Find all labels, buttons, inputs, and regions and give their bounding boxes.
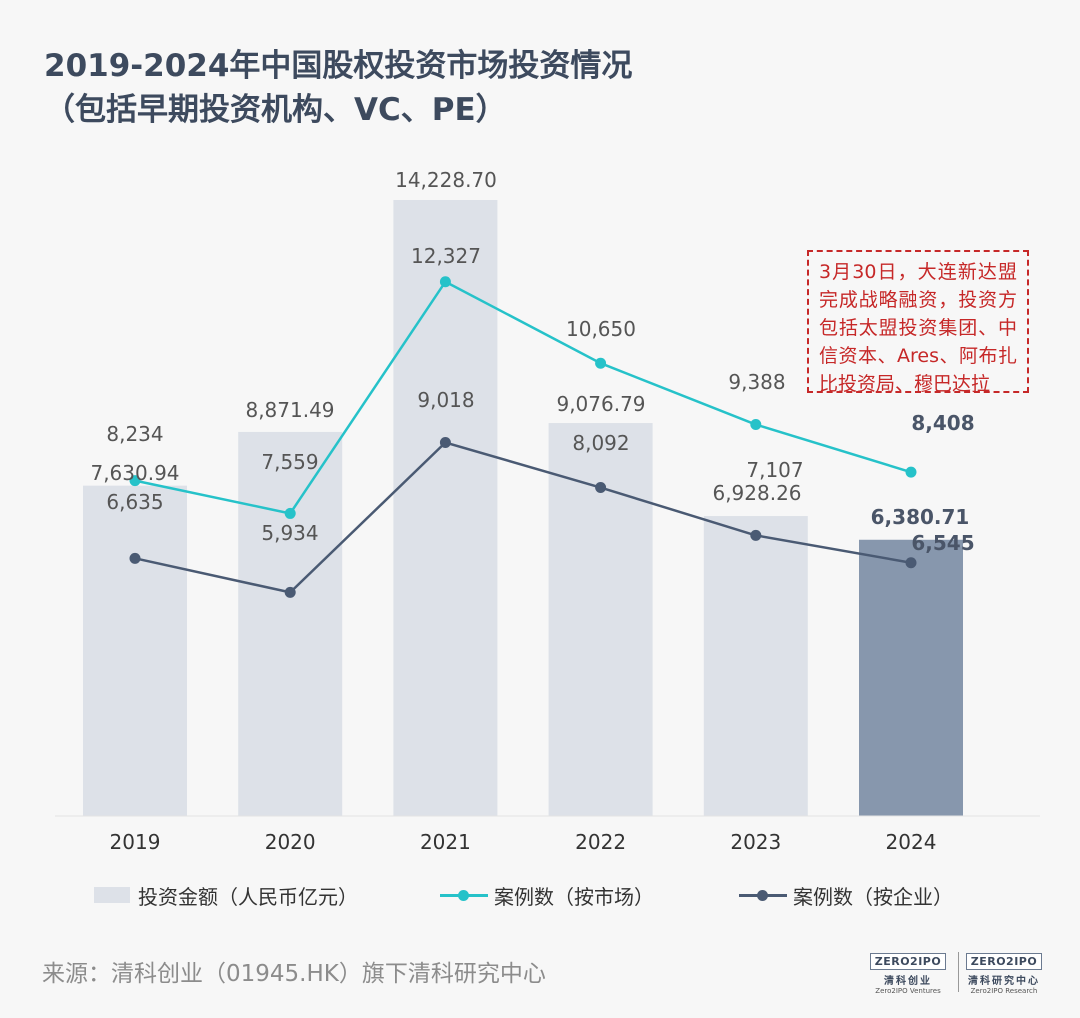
logo-divider bbox=[958, 952, 959, 992]
bar-2021 bbox=[393, 200, 498, 816]
bar-value-label-2019: 7,630.94 bbox=[90, 461, 179, 485]
company-value-label-2024: 6,545 bbox=[911, 531, 974, 555]
market-value-label-2020: 7,559 bbox=[261, 450, 318, 474]
market-value-label-2023: 9,388 bbox=[728, 370, 785, 394]
market-value-label-2019: 8,234 bbox=[106, 422, 163, 446]
bar-2023 bbox=[703, 516, 808, 816]
bar-2019 bbox=[83, 485, 187, 816]
company-value-label-2020: 5,934 bbox=[261, 521, 318, 545]
bar-value-label-2020: 8,871.49 bbox=[245, 398, 334, 422]
x-tick-label-2022: 2022 bbox=[575, 830, 626, 854]
legend-swatch-line-company bbox=[739, 889, 787, 901]
series-line-company bbox=[134, 441, 912, 594]
point-market-2024 bbox=[905, 466, 917, 478]
logo-cn-ventures: 清科创业 bbox=[884, 976, 932, 987]
legend: 投资金额（人民币亿元） 案例数（按市场） 案例数（按企业） bbox=[94, 880, 994, 910]
bar-value-label-2021: 14,228.70 bbox=[395, 168, 497, 192]
legend-label-company: 案例数（按企业） bbox=[793, 884, 953, 909]
market-value-label-2022: 10,650 bbox=[566, 317, 636, 341]
point-company-2024 bbox=[905, 557, 917, 569]
bar-2020 bbox=[238, 431, 343, 816]
logo-en-research: Zero2IPO Research bbox=[970, 987, 1038, 995]
legend-marker-market bbox=[458, 889, 469, 901]
series-line-market bbox=[134, 280, 912, 515]
point-company-2020 bbox=[284, 586, 296, 598]
x-tick-label-2021: 2021 bbox=[420, 830, 471, 854]
logo-en-ventures: Zero2IPO Ventures bbox=[875, 987, 941, 995]
point-company-2021 bbox=[439, 437, 451, 449]
annotation-box: 3月30日，大连新达盟完成战略融资，投资方包括太盟投资集团、中信资本、Ares、… bbox=[807, 250, 1029, 395]
point-market-2022 bbox=[595, 357, 607, 369]
x-tick-label-2020: 2020 bbox=[265, 830, 316, 854]
bar-value-label-2023: 6,928.26 bbox=[712, 481, 801, 505]
chart-title-line1: 2019-2024年中国股权投资市场投资情况 bbox=[44, 48, 633, 84]
point-company-2023 bbox=[750, 529, 762, 541]
point-market-2019 bbox=[129, 475, 141, 487]
legend-item-market: 案例数（按市场） bbox=[440, 880, 654, 910]
logo-group: ZERO2IPO 清科创业 Zero2IPO Ventures ZERO2IPO… bbox=[868, 950, 1048, 998]
bar-value-label-2024: 6,380.71 bbox=[871, 505, 970, 529]
point-market-2023 bbox=[750, 419, 762, 431]
x-tick-label-2019: 2019 bbox=[110, 830, 161, 854]
legend-marker-company bbox=[757, 889, 768, 901]
company-value-label-2021: 9,018 bbox=[417, 388, 474, 412]
logo-zero2ipo-research: ZERO2IPO 清科研究中心 Zero2IPO Research bbox=[964, 950, 1044, 995]
point-market-2020 bbox=[284, 507, 296, 519]
chart-canvas: 2019 2020 2021 2022 2023 2024 7,630.94 8,871.49… bbox=[55, 168, 1040, 854]
bar-2022 bbox=[548, 423, 653, 816]
logo-zero2ipo-ventures: ZERO2IPO 清科创业 Zero2IPO Ventures bbox=[868, 950, 948, 995]
x-tick-label-2023: 2023 bbox=[730, 830, 781, 854]
legend-swatch-line-market bbox=[440, 889, 488, 901]
market-value-label-2021: 12,327 bbox=[411, 244, 481, 268]
bar-2024 bbox=[859, 539, 963, 816]
company-value-label-2022: 8,092 bbox=[572, 431, 629, 455]
legend-label-amount: 投资金额（人民币亿元） bbox=[138, 884, 358, 909]
logo-cn-research: 清科研究中心 bbox=[968, 976, 1040, 987]
point-company-2019 bbox=[129, 552, 141, 564]
point-company-2022 bbox=[595, 482, 607, 494]
market-value-label-2024: 8,408 bbox=[911, 411, 974, 435]
logo-mark-research: ZERO2IPO bbox=[965, 953, 1043, 970]
company-value-label-2019: 6,635 bbox=[106, 490, 163, 514]
legend-swatch-bar bbox=[94, 887, 130, 903]
chart-title-line2: （包括早期投资机构、VC、PE） bbox=[44, 92, 507, 128]
bar-value-label-2022: 9,076.79 bbox=[556, 392, 645, 416]
x-tick-label-2024: 2024 bbox=[886, 830, 937, 854]
legend-label-market: 案例数（按市场） bbox=[494, 884, 654, 909]
company-value-label-2023: 7,107 bbox=[746, 458, 803, 482]
source-note: 来源：清科创业（01945.HK）旗下清科研究中心 bbox=[42, 961, 546, 987]
logo-mark-ventures: ZERO2IPO bbox=[869, 953, 947, 970]
point-market-2021 bbox=[439, 276, 451, 288]
legend-item-company: 案例数（按企业） bbox=[739, 880, 953, 910]
legend-item-amount: 投资金额（人民币亿元） bbox=[94, 880, 358, 910]
